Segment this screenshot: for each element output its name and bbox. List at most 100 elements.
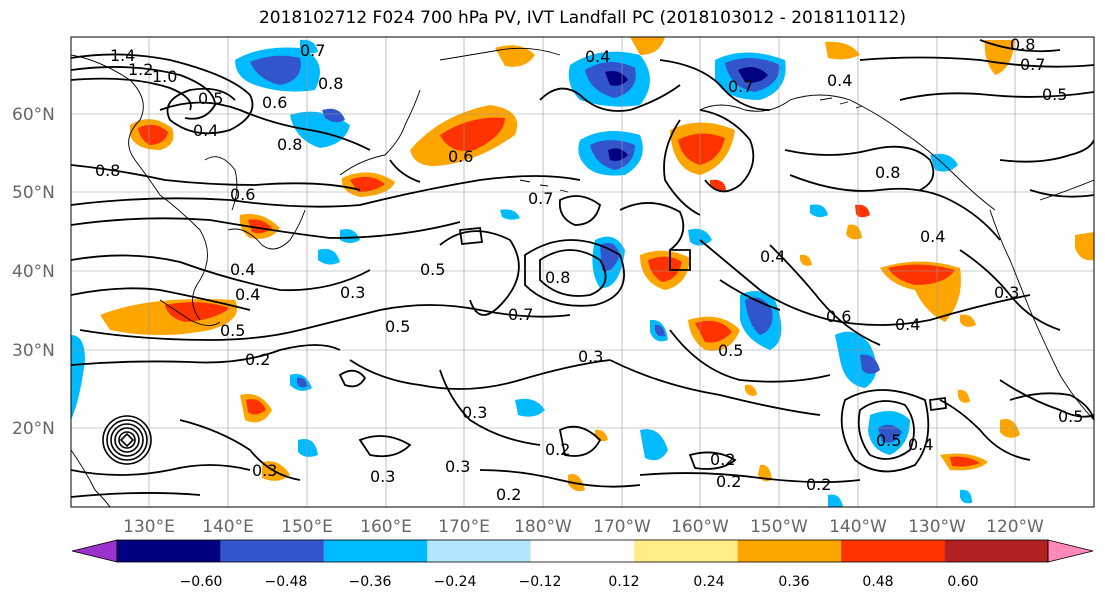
colorbar-extend-max	[1047, 539, 1094, 563]
colorbar-segment	[530, 540, 635, 562]
colorbar-extend-min	[71, 539, 118, 563]
contour-label: 0.3	[445, 457, 470, 476]
colorbar-tick-label: 0.48	[862, 574, 893, 590]
contour-label: 0.3	[994, 283, 1019, 302]
colorbar-segment	[737, 540, 842, 562]
contour-label: 0.6	[448, 147, 473, 166]
contour-label: 0.3	[462, 403, 487, 422]
colorbar-segment	[634, 540, 738, 562]
contour-label: 0.4	[760, 247, 785, 266]
lon-label: 130°W	[908, 517, 966, 537]
contour-label: 0.6	[262, 93, 287, 112]
latitude-labels: 60°N 50°N 40°N 30°N 20°N	[12, 105, 55, 439]
lat-label: 50°N	[12, 183, 55, 203]
contour-label: 0.6	[826, 307, 851, 326]
colorbar-tick-label: −0.48	[265, 574, 308, 590]
lon-label: 150°W	[750, 517, 808, 537]
colorbar-segment	[220, 540, 324, 562]
contour-label: 0.7	[300, 41, 325, 60]
contour-label: 0.4	[908, 435, 933, 454]
positive-anomaly-shading	[100, 37, 1094, 492]
lon-label: 120°W	[986, 517, 1044, 537]
longitude-labels: 130°E 140°E 150°E 160°E 170°E 180°W 170°…	[123, 517, 1044, 537]
contour-label: 0.4	[230, 260, 255, 279]
lat-label: 60°N	[12, 105, 55, 125]
contour-label: 0.2	[716, 472, 741, 491]
pv-contours	[71, 39, 1094, 498]
lon-label: 180°W	[514, 517, 572, 537]
contour-label: 0.2	[496, 485, 521, 504]
contour-label: 0.5	[1058, 407, 1083, 426]
colorbar-segment	[117, 540, 221, 562]
lon-label: 170°E	[438, 517, 490, 537]
colorbar-tick-label: −0.36	[349, 574, 392, 590]
colorbar-tick-label: 0.24	[693, 574, 724, 590]
contour-label: 0.2	[545, 440, 570, 459]
contour-label: 0.8	[875, 163, 900, 182]
colorbar-tick-labels: −0.60 −0.48 −0.36 −0.24 −0.12 0.12 0.24 …	[180, 574, 979, 590]
contour-label: 0.3	[578, 347, 603, 366]
contour-label: 0.7	[728, 77, 753, 96]
colorbar-segment	[323, 540, 428, 562]
contour-label: 0.8	[1010, 35, 1035, 54]
contour-label: 1.0	[152, 67, 177, 86]
negative-anomaly-shading	[71, 39, 972, 507]
contour-label: 1.4	[110, 46, 135, 65]
contour-label: 1.2	[128, 60, 153, 79]
colorbar-tick-label: −0.60	[180, 574, 223, 590]
contour-label: 0.5	[220, 321, 245, 340]
colorbar-segment	[841, 540, 945, 562]
contour-label: 0.7	[1020, 55, 1045, 74]
contour-label: 0.8	[95, 161, 120, 180]
lat-label: 30°N	[12, 341, 55, 361]
contour-label: 0.3	[370, 467, 395, 486]
colorbar-tick-label: −0.24	[434, 574, 477, 590]
colorbar-segment	[427, 540, 531, 562]
colorbar-tick-label: 0.12	[608, 574, 639, 590]
contour-label: 0.2	[806, 475, 831, 494]
contour-label: 0.4	[827, 71, 852, 90]
contour-label: 0.4	[235, 285, 260, 304]
contour-label: 0.4	[193, 121, 218, 140]
contour-label: 0.8	[545, 268, 570, 287]
colorbar-tick-label: −0.12	[519, 574, 562, 590]
colorbar-segment	[944, 540, 1048, 562]
contour-label: 0.2	[245, 350, 270, 369]
lon-label: 160°E	[360, 517, 412, 537]
colorbar-tick-label: 0.60	[947, 574, 978, 590]
lon-label: 160°W	[671, 517, 729, 537]
contour-label: 0.2	[710, 450, 735, 469]
colorbar-frame	[116, 539, 1049, 563]
map-frame	[70, 36, 1095, 508]
lon-label: 140°E	[202, 517, 254, 537]
contour-label: 0.5	[385, 317, 410, 336]
contour-label: 0.4	[920, 227, 945, 246]
contour-label: 0.7	[508, 305, 533, 324]
contour-label: 0.3	[340, 283, 365, 302]
typhoon-concentric-contours	[102, 415, 152, 465]
contour-label: 0.8	[318, 74, 343, 93]
map-panel: 1.4 1.2 1.0 0.7 0.8 0.5 0.6 0.4 0.8 0.8 …	[71, 35, 1094, 507]
contour-label: 0.8	[277, 135, 302, 154]
contour-label: 0.6	[230, 185, 255, 204]
colorbar	[71, 539, 1094, 563]
contour-label: 0.5	[876, 431, 901, 450]
lon-label: 140°W	[829, 517, 887, 537]
lat-label: 40°N	[12, 262, 55, 282]
contour-labels: 1.4 1.2 1.0 0.7 0.8 0.5 0.6 0.4 0.8 0.8 …	[95, 35, 1083, 504]
lon-label: 130°E	[123, 517, 175, 537]
figure-title: 2018102712 F024 700 hPa PV, IVT Landfall…	[258, 8, 906, 28]
contour-label: 0.4	[895, 315, 920, 334]
lat-label: 20°N	[12, 419, 55, 439]
contour-label: 0.7	[528, 189, 553, 208]
contour-label: 0.5	[718, 341, 743, 360]
contour-label: 0.5	[1042, 85, 1067, 104]
lon-label: 150°E	[281, 517, 333, 537]
lon-label: 170°W	[593, 517, 651, 537]
contour-label: 0.3	[252, 461, 277, 480]
contour-label: 0.5	[420, 260, 445, 279]
contour-label: 0.5	[198, 89, 223, 108]
contour-label: 0.4	[585, 47, 610, 66]
colorbar-tick-label: 0.36	[778, 574, 809, 590]
